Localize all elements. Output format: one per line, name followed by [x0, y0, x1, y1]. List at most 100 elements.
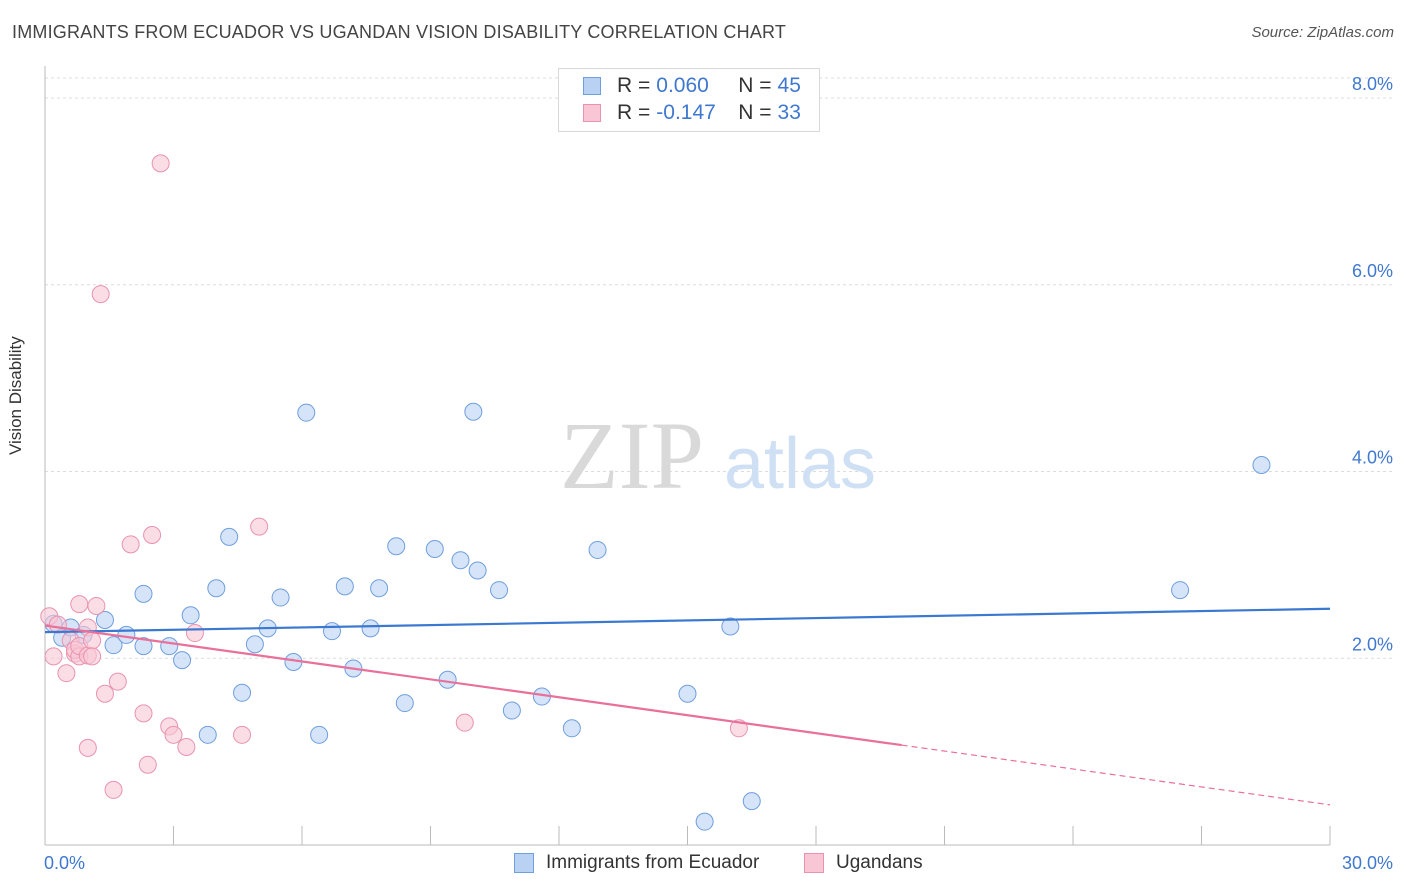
ecuador-point [233, 683, 252, 702]
ecuador-point [297, 403, 316, 422]
x-tick-label: 0.0% [44, 853, 85, 873]
ugandan-point [455, 713, 474, 732]
ecuador-point [370, 579, 389, 598]
legend-n-value: 45 [777, 74, 801, 97]
legend-r-label: R = [617, 101, 651, 124]
legend-label-ecuador: Immigrants from Ecuador [546, 852, 760, 873]
ecuador-point [387, 537, 406, 556]
ecuador-point [220, 527, 239, 546]
ugandan-point [48, 615, 67, 634]
ugandan-point [138, 755, 157, 774]
legend-r-value: -0.147 [656, 101, 716, 124]
ecuador-point [438, 670, 457, 689]
legend-swatch-pink [804, 853, 824, 873]
ecuador-point [425, 540, 444, 559]
ecuador-point [160, 637, 179, 656]
legend-r-value: 0.060 [656, 74, 709, 97]
ugandan-point [70, 595, 89, 614]
ecuador-trend-line [44, 607, 1331, 634]
correlation-legend: R = 0.060 N = 45 R = -0.147 N = 33 [558, 68, 820, 132]
ecuador-point [695, 812, 714, 831]
watermark: ZIP atlas [560, 402, 876, 509]
ecuador-point [464, 402, 483, 421]
ecuador-point [361, 619, 380, 638]
ugandan-trend-line [44, 624, 902, 747]
legend-swatch-blue [583, 77, 601, 95]
legend-n-value: 33 [777, 101, 801, 124]
ugandan-point [250, 517, 269, 536]
grid-lines [45, 77, 1392, 659]
legend-row-ecuador: R = 0.060 N = 45 [583, 73, 801, 99]
ecuador-point [721, 617, 740, 636]
ecuador-point [742, 792, 761, 811]
ecuador-point [562, 719, 581, 738]
ugandan-point [143, 526, 162, 544]
ugandan-point [44, 647, 63, 666]
ecuador-point [173, 651, 192, 670]
ecuador-point [322, 622, 341, 641]
ecuador-point [502, 701, 521, 720]
y-axis-label: Vision Disability [6, 336, 25, 455]
legend-item-ecuador: Immigrants from Ecuador [514, 852, 759, 874]
ugandan-point [233, 725, 252, 744]
ecuador-point [588, 540, 607, 559]
ecuador-point [451, 551, 470, 570]
ugandan-trend-extension [901, 744, 1331, 806]
ecuador-point [181, 606, 200, 625]
y-tick-label: 8.0% [1352, 74, 1393, 94]
ugandan-point [177, 737, 196, 756]
ugandan-point [95, 684, 114, 703]
chart-title: IMMIGRANTS FROM ECUADOR VS UGANDAN VISIO… [12, 22, 787, 42]
legend-r-label: R = [617, 74, 651, 97]
ecuador-point [117, 625, 136, 644]
ugandan-point [87, 596, 106, 615]
tick-labels: 2.0% 4.0% 6.0% 8.0% 0.0% 30.0% [44, 74, 1393, 873]
ugandan-point [108, 672, 127, 691]
legend-swatch-blue [514, 853, 534, 873]
ecuador-point [207, 579, 226, 598]
axes [44, 66, 1331, 846]
ecuador-point [198, 725, 217, 744]
ugandan-point [134, 704, 153, 723]
ugandan-point [151, 154, 170, 173]
ecuador-point [490, 581, 509, 600]
series-legend: Immigrants from Ecuador Ugandans [0, 852, 1406, 878]
ecuador-point [1252, 455, 1271, 474]
ugandan-point [91, 285, 110, 304]
ugandan-point [185, 624, 204, 643]
y-tick-label: 4.0% [1352, 448, 1393, 468]
ugandan-point [164, 725, 183, 744]
x-tick-label: 30.0% [1342, 853, 1393, 873]
legend-item-ugandans: Ugandans [804, 852, 923, 874]
ugandan-point [83, 631, 102, 650]
ecuador-point [271, 588, 290, 607]
ugandan-point [121, 535, 140, 554]
source-label: Source: ZipAtlas.com [1251, 24, 1394, 41]
ugandan-point [57, 664, 76, 683]
ecuador-point [395, 694, 414, 713]
ecuador-point [134, 584, 153, 603]
ecuador-point [104, 636, 123, 655]
legend-n-label: N = [738, 74, 772, 97]
y-tick-label: 2.0% [1352, 634, 1393, 654]
legend-row-ugandans: R = -0.147 N = 33 [583, 100, 801, 126]
watermark-zip: ZIP [560, 402, 704, 509]
legend-label-ugandans: Ugandans [836, 852, 923, 873]
ugandan-point [83, 647, 102, 666]
y-tick-label: 6.0% [1352, 261, 1393, 281]
ecuador-point [310, 725, 329, 744]
trend-lines [44, 607, 1331, 806]
ecuador-point [335, 577, 354, 596]
ecuador-point [678, 684, 697, 703]
ecuador-point [245, 635, 264, 654]
legend-swatch-pink [583, 104, 601, 122]
ecuador-point [468, 561, 487, 580]
ecuador-point [95, 610, 114, 629]
ugandan-point [104, 780, 123, 799]
ugandan-point [78, 738, 97, 757]
legend-n-label: N = [738, 101, 772, 124]
watermark-atlas: atlas [724, 424, 876, 504]
ecuador-point [134, 637, 153, 656]
ecuador-point [1171, 581, 1190, 600]
